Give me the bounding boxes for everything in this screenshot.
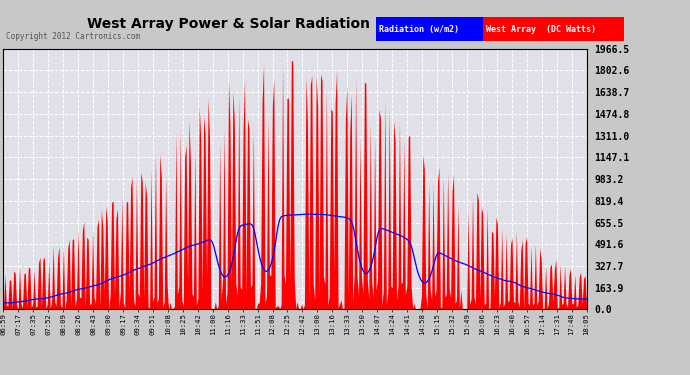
Text: Copyright 2012 Cartronics.com: Copyright 2012 Cartronics.com xyxy=(6,32,139,41)
Text: Radiation (w/m2): Radiation (w/m2) xyxy=(379,25,459,34)
Text: West Array  (DC Watts): West Array (DC Watts) xyxy=(486,25,595,34)
Text: West Array Power & Solar Radiation Fri Oct 12 18:18: West Array Power & Solar Radiation Fri O… xyxy=(86,17,500,31)
